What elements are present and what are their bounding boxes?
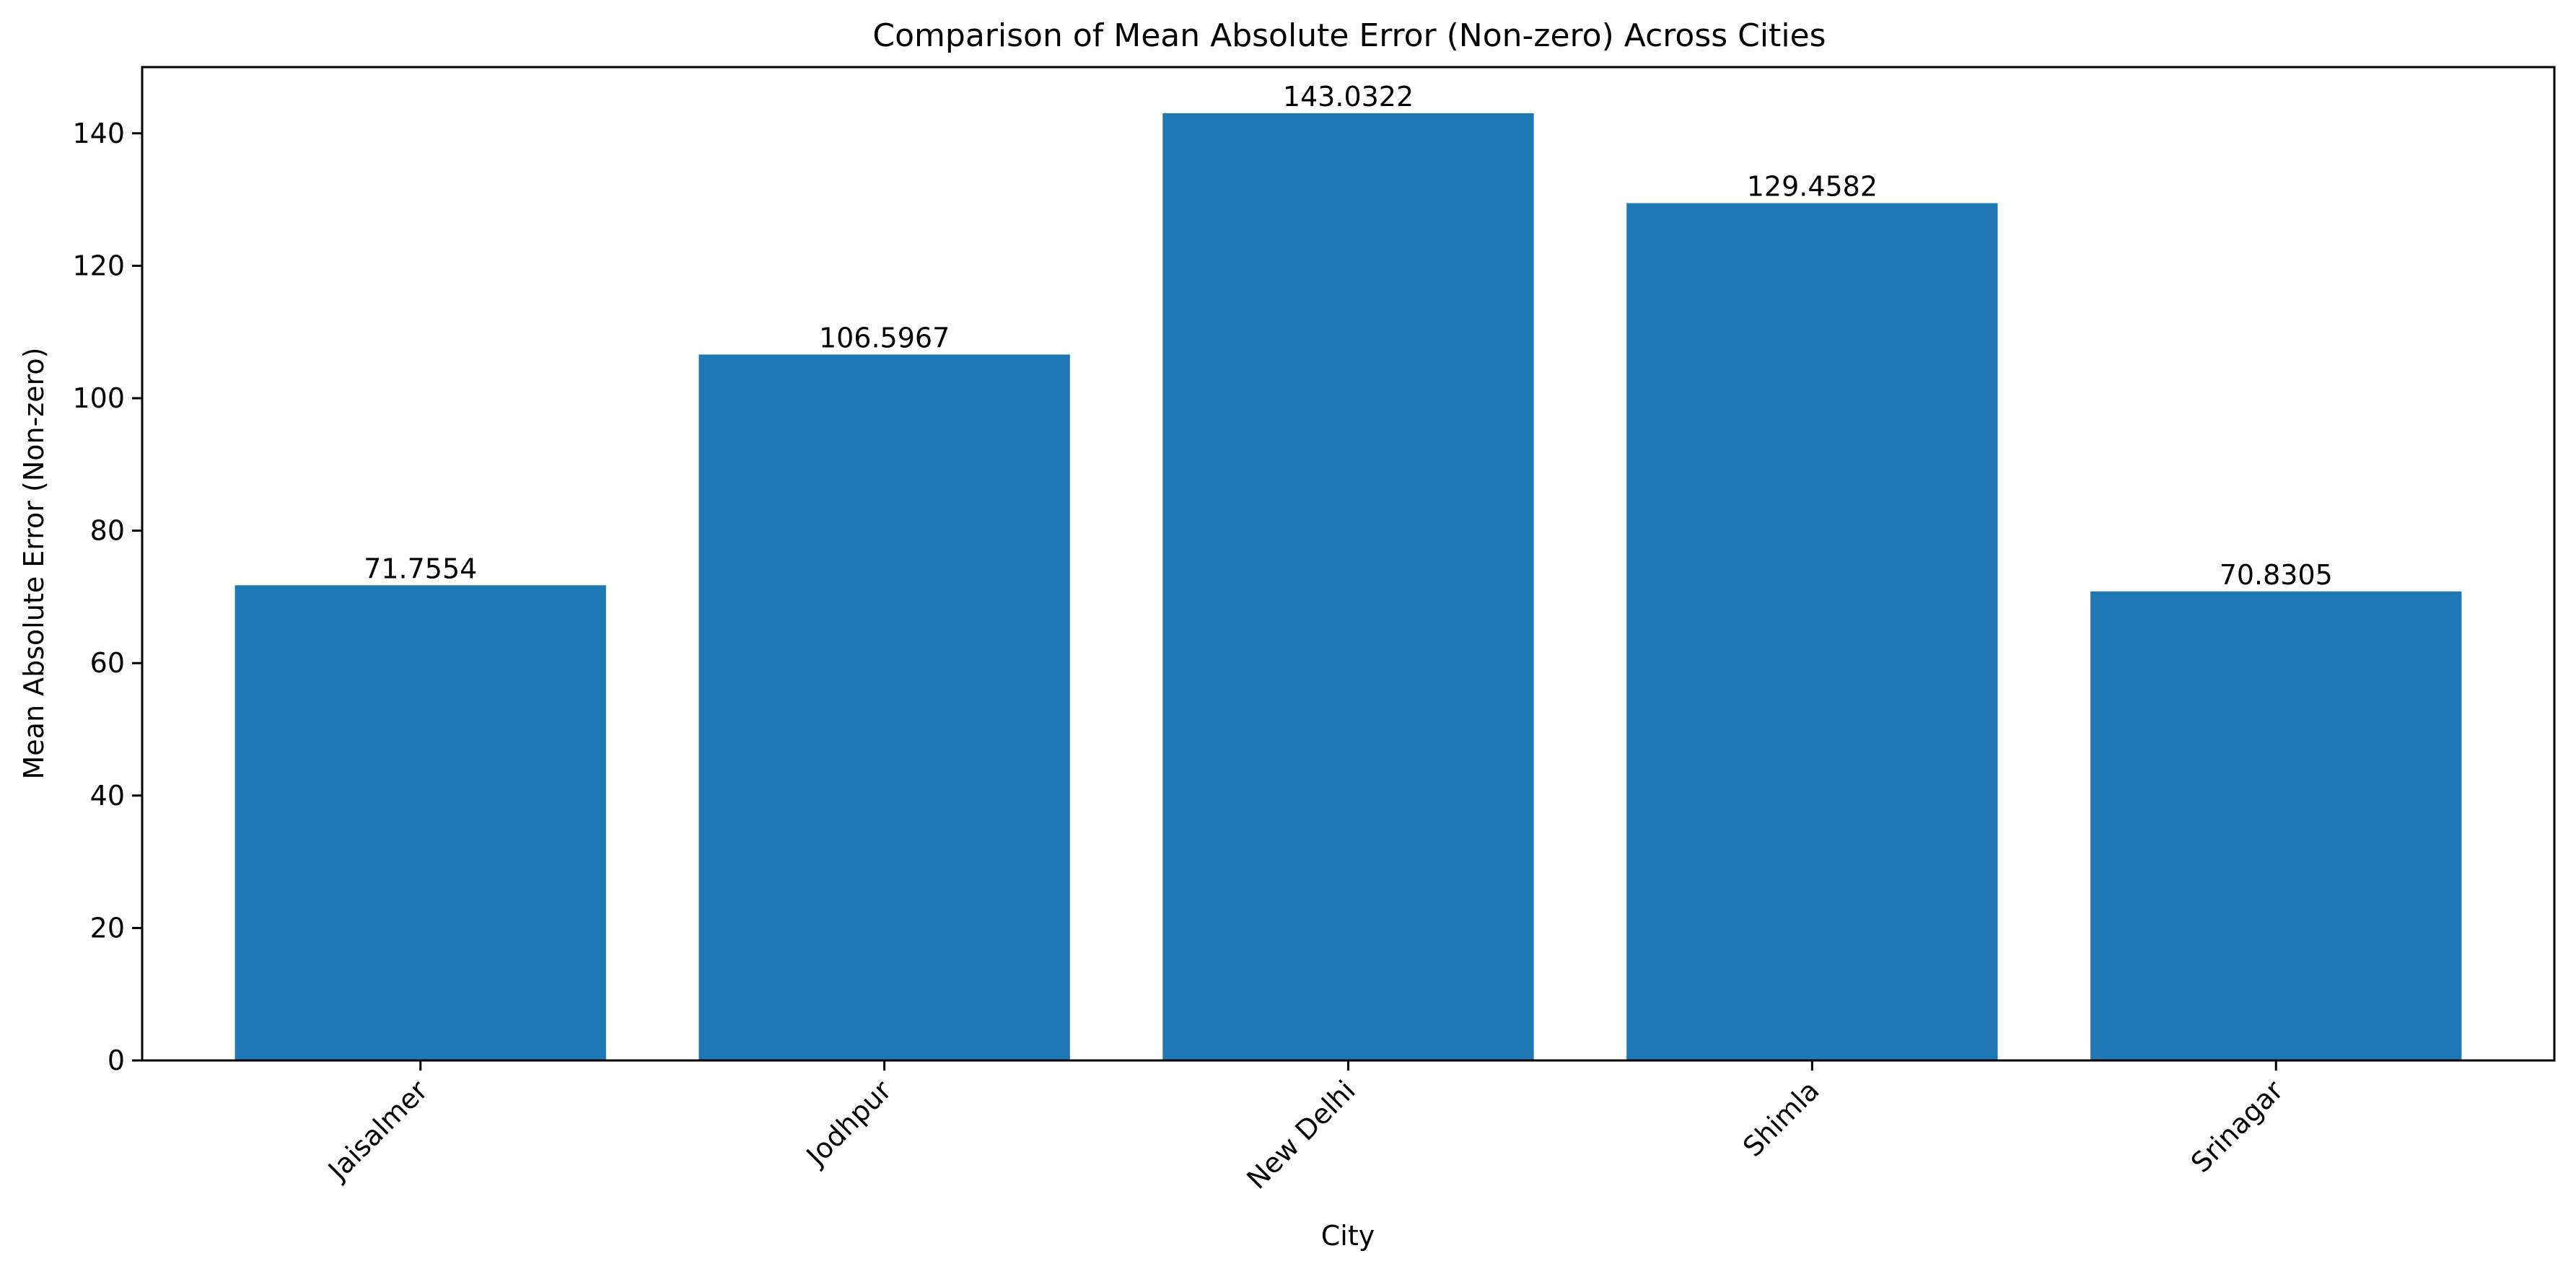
y-axis-label: Mean Absolute Error (Non-zero): [18, 348, 50, 780]
chart-title: Comparison of Mean Absolute Error (Non-z…: [872, 17, 1826, 54]
y-tick-label: 20: [90, 912, 125, 944]
y-tick-label: 100: [72, 382, 125, 414]
plot-frame: [141, 66, 2556, 1062]
bar-value-label: 106.5967: [819, 322, 950, 353]
y-tick-label: 80: [90, 515, 125, 547]
bar-shimla: [1626, 203, 1998, 1060]
bar-new-delhi: [1162, 113, 1534, 1061]
bar-value-label: 70.8305: [2220, 559, 2333, 591]
bar-srinagar: [2090, 591, 2462, 1060]
y-tick-label: 60: [90, 647, 125, 679]
bar-value-labels: 71.7554 106.5967 143.0322 129.4582 70.8305: [364, 81, 2333, 591]
bar-value-label: 143.0322: [1283, 81, 1414, 113]
y-axis-ticks: 0 20 40 60 80 100 120 140: [72, 118, 142, 1076]
bar-value-label: 71.7554: [364, 553, 477, 584]
bar-value-label: 129.4582: [1747, 171, 1878, 203]
y-tick-label: 140: [72, 118, 125, 149]
y-tick-label: 120: [72, 250, 125, 281]
bars-layer: [235, 113, 2462, 1061]
bar-jaisalmer: [235, 585, 606, 1060]
bar-jodhpur: [698, 354, 1070, 1061]
y-tick-label: 0: [108, 1045, 125, 1076]
x-axis-label: City: [1321, 1220, 1375, 1252]
y-tick-label: 40: [90, 780, 125, 812]
